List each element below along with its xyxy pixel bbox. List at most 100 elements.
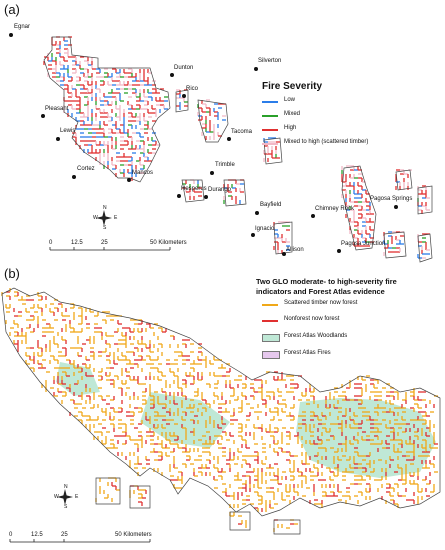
legend-item-high: High bbox=[284, 125, 297, 131]
woodland-area bbox=[296, 398, 436, 478]
fire-area bbox=[417, 185, 430, 214]
region-outline bbox=[95, 477, 121, 505]
legend-item-woodlands: Forest Atlas Woodlands bbox=[284, 333, 348, 339]
legend-title: Fire Severity bbox=[262, 81, 323, 92]
region-outline bbox=[395, 169, 413, 191]
north-label: N bbox=[64, 484, 68, 490]
legend-item-scattered-timber: Scattered timber now forest bbox=[284, 300, 358, 306]
indicator-area bbox=[95, 477, 120, 502]
west-label: W bbox=[93, 215, 98, 221]
town-silverton: Silverton bbox=[258, 58, 282, 64]
town-egnar: Egnar bbox=[14, 24, 31, 30]
indicator-area bbox=[273, 519, 298, 532]
scale-tick-0: 0 bbox=[9, 532, 13, 538]
fire-area bbox=[263, 137, 280, 162]
legend-item-nonforest: Nonforest now forest bbox=[284, 316, 340, 322]
scale-tick-0: 0 bbox=[49, 240, 53, 246]
north-arrow-icon bbox=[57, 495, 73, 499]
town-dot bbox=[170, 73, 174, 77]
town-dot bbox=[41, 114, 45, 118]
legend-swatch-scattered-timber bbox=[262, 304, 278, 306]
indicator-area bbox=[229, 512, 247, 528]
town-dot bbox=[255, 211, 259, 215]
legend-swatch-nonforest bbox=[262, 320, 278, 322]
panel-a-map: (a) Egnar Dunton Silverton Rico Pleasant… bbox=[0, 0, 445, 272]
legend-swatch-mixed-to-high bbox=[262, 143, 278, 145]
town-cortez: Cortez bbox=[77, 166, 95, 172]
region-outline bbox=[273, 221, 293, 255]
legend-item-mixed: Mixed bbox=[284, 111, 301, 117]
fire-severity-map bbox=[43, 36, 433, 263]
legend-swatch-mixed bbox=[262, 115, 278, 117]
region-outline bbox=[229, 511, 251, 531]
indicator-area bbox=[129, 485, 147, 506]
forest-atlas-map bbox=[1, 287, 441, 543]
town-dot bbox=[210, 171, 214, 175]
indicator-area bbox=[1, 288, 438, 512]
scale-tick-12-5: 12.5 bbox=[31, 532, 43, 538]
town-mancos: Mancos bbox=[132, 170, 154, 176]
region-outline bbox=[383, 231, 407, 259]
town-pagosa-springs: Pagosa Springs bbox=[370, 196, 413, 202]
scale-tick-50-km: 50 Kilometers bbox=[115, 532, 152, 538]
scale-tick-25: 25 bbox=[101, 240, 108, 246]
west-label: W bbox=[54, 494, 59, 500]
region-outline bbox=[263, 137, 283, 165]
town-dot bbox=[177, 194, 181, 198]
legend-title-line1: Two GLO moderate- to high-severity fire bbox=[256, 277, 397, 286]
town-rico: Rico bbox=[186, 86, 199, 92]
town-dot bbox=[204, 195, 208, 199]
north-label: N bbox=[103, 205, 107, 211]
scale-tick-25: 25 bbox=[61, 532, 68, 538]
town-dot bbox=[127, 178, 131, 182]
town-hesperus: Hesperus bbox=[181, 186, 207, 192]
region-outline bbox=[341, 165, 377, 251]
panel-a-label: (a) bbox=[4, 2, 20, 17]
town-trimble: Trimble bbox=[215, 162, 235, 168]
region-outline bbox=[43, 36, 171, 183]
legend-swatch-high bbox=[262, 129, 278, 131]
town-dot bbox=[251, 233, 255, 237]
fire-area bbox=[341, 165, 374, 247]
region-outline bbox=[417, 185, 433, 215]
town-pleasant: Pleasant bbox=[45, 106, 69, 112]
town-ignacio: Ignacio bbox=[255, 226, 275, 232]
legend-swatch-woodlands bbox=[262, 334, 280, 342]
town-dot bbox=[311, 214, 315, 218]
scale-tick-50-km: 50 Kilometers bbox=[150, 240, 187, 246]
panel-b-map: (b) Two GLO moderate- to high-severity f… bbox=[0, 266, 445, 550]
town-dot bbox=[9, 33, 13, 37]
legend-item-low: Low bbox=[284, 97, 296, 103]
town-lewis: Lewis bbox=[60, 128, 76, 134]
fire-area bbox=[383, 231, 404, 256]
legend-title-line2: indicators and Forest Atlas evidence bbox=[256, 287, 385, 296]
fire-area bbox=[176, 89, 188, 110]
region-outline bbox=[273, 519, 301, 535]
legend-item-mixed-to-high: Mixed to high (scattered timber) bbox=[284, 139, 369, 145]
region-outline bbox=[197, 99, 229, 143]
town-durango: Durango bbox=[208, 187, 232, 193]
town-dunton: Dunton bbox=[174, 65, 194, 71]
fire-area bbox=[395, 169, 412, 190]
south-label: S bbox=[64, 504, 68, 510]
town-chimney-rock: Chimney Rock bbox=[315, 206, 355, 212]
fire-area bbox=[197, 99, 226, 140]
region-outline bbox=[417, 233, 433, 263]
east-label: E bbox=[114, 215, 118, 221]
fire-area bbox=[417, 233, 430, 259]
town-dot bbox=[72, 175, 76, 179]
legend-swatch-fires bbox=[262, 351, 280, 359]
town-dot bbox=[337, 249, 341, 253]
town-allison: Allison bbox=[286, 247, 304, 253]
region-outline bbox=[175, 89, 189, 113]
region-outline bbox=[1, 287, 441, 517]
region-outline bbox=[181, 179, 205, 203]
region-outline bbox=[129, 485, 151, 509]
scale-tick-12-5: 12.5 bbox=[71, 240, 83, 246]
panel-b-label: (b) bbox=[4, 266, 20, 281]
east-label: E bbox=[75, 494, 79, 500]
legend-swatch-low bbox=[262, 101, 278, 103]
town-dot bbox=[227, 137, 231, 141]
town-tacoma: Tacoma bbox=[231, 129, 253, 135]
fire-area bbox=[43, 36, 168, 181]
